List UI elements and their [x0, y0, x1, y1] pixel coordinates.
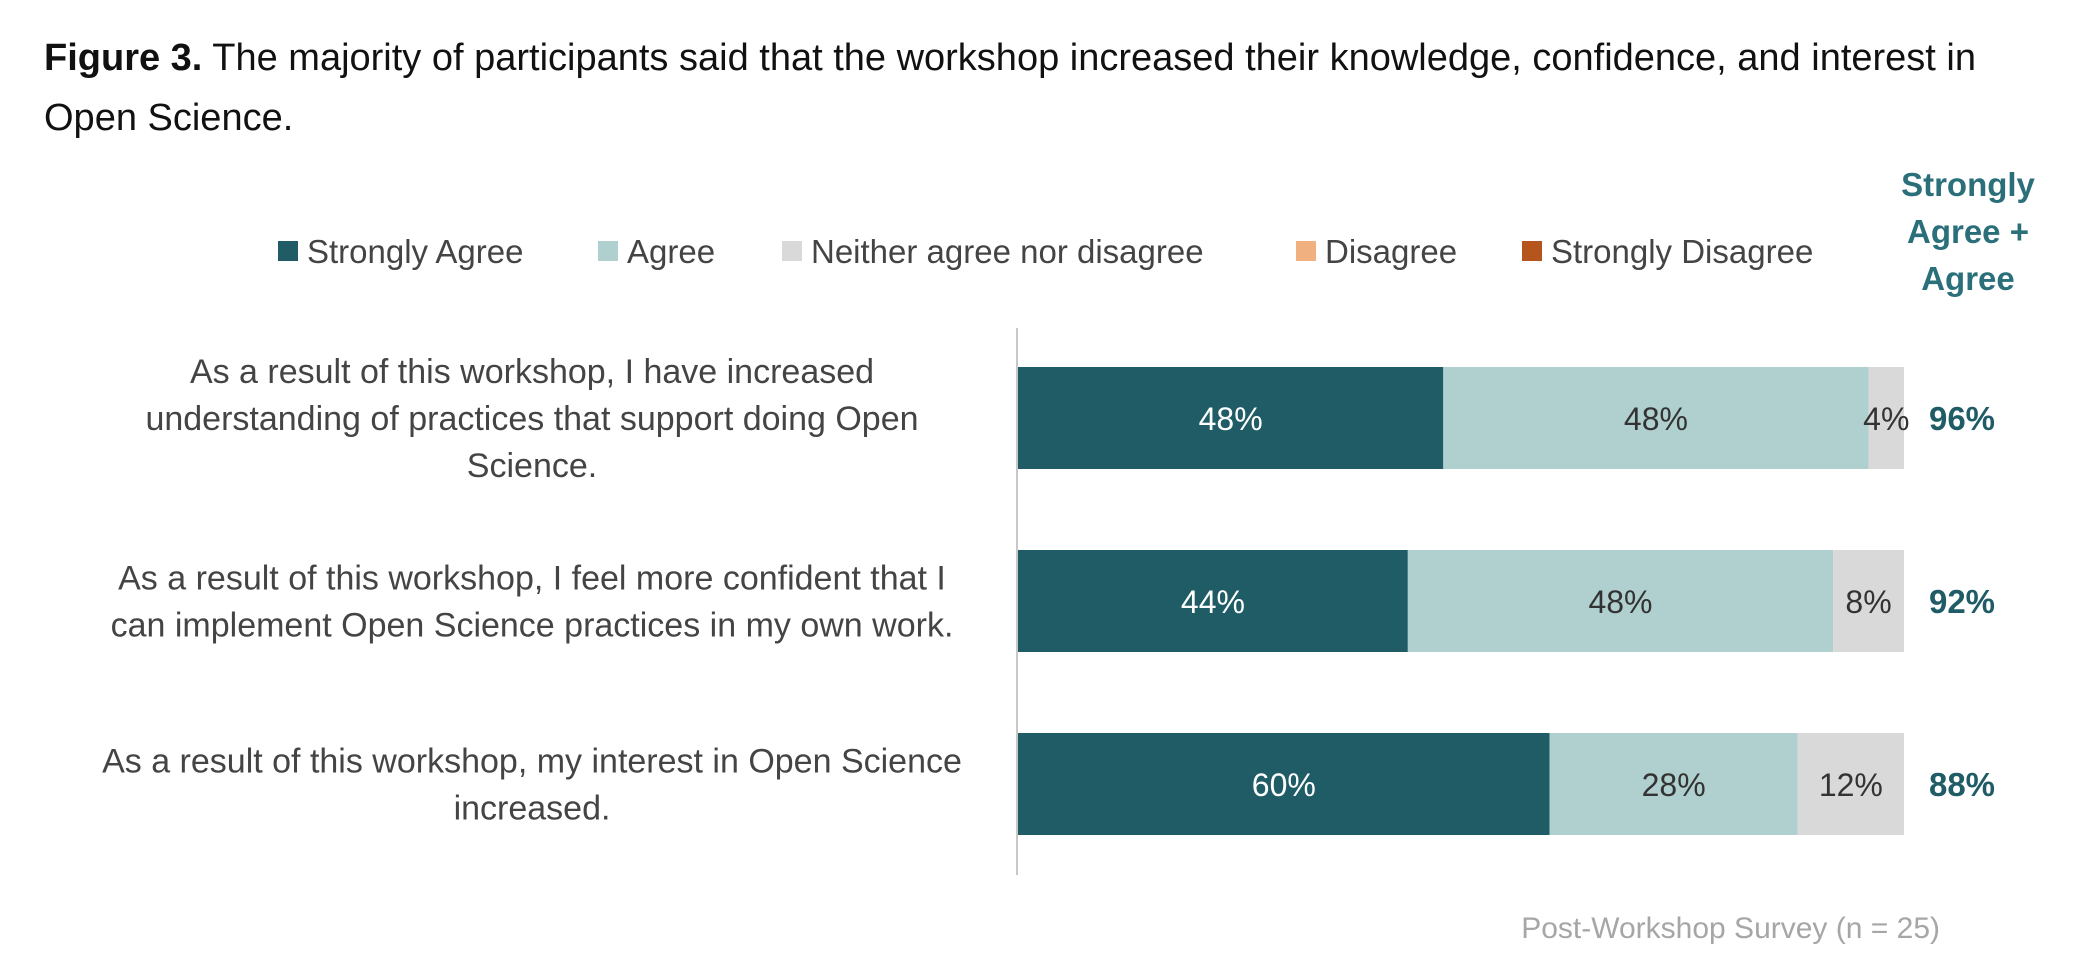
- legend-item: Agree: [598, 233, 715, 270]
- bar-segment: [1018, 733, 1550, 835]
- legend-swatch: [598, 241, 618, 261]
- total-label: 96%: [1929, 400, 1995, 437]
- category-labels: As a result of this workshop, I have inc…: [102, 353, 962, 828]
- legend-label: Disagree: [1325, 233, 1457, 270]
- legend-swatch: [1296, 241, 1316, 261]
- total-label: 88%: [1929, 766, 1995, 803]
- bar-segment: [1407, 550, 1834, 652]
- legend-label: Neither agree nor disagree: [811, 233, 1204, 270]
- figure-caption-text: The majority of participants said that t…: [44, 37, 1976, 139]
- bar-segment: [1443, 367, 1869, 469]
- segment-label: 44%: [1181, 584, 1245, 620]
- segment-label: 4%: [1863, 401, 1909, 437]
- figure-number: Figure 3.: [44, 37, 203, 79]
- category-label-line: can implement Open Science practices in …: [111, 607, 954, 645]
- category-label-line: increased.: [454, 790, 611, 828]
- category-label: As a result of this workshop, I have inc…: [145, 353, 918, 485]
- segment-labels: 48% 48% 4% 44% 48% 8% 60% 28% 12%: [1181, 401, 1910, 803]
- category-label-line: understanding of practices that support …: [145, 400, 918, 438]
- legend-item: Strongly Disagree: [1522, 233, 1813, 270]
- totals-header: Strongly Agree + Agree: [1901, 166, 2035, 297]
- total-label: 92%: [1929, 583, 1995, 620]
- category-label: As a result of this workshop, my interes…: [102, 743, 962, 828]
- legend-label: Strongly Agree: [307, 233, 523, 270]
- legend-label: Agree: [627, 233, 715, 270]
- segment-label: 60%: [1252, 767, 1316, 803]
- figure-caption: Figure 3. The majority of participants s…: [44, 28, 2034, 148]
- category-label-line: As a result of this workshop, my interes…: [102, 743, 962, 781]
- category-label: As a result of this workshop, I feel mor…: [111, 560, 954, 645]
- legend-label: Strongly Disagree: [1551, 233, 1813, 270]
- bar-segment: [1018, 367, 1444, 469]
- totals-header-line: Strongly: [1901, 166, 2035, 203]
- segment-label: 48%: [1624, 401, 1688, 437]
- segment-label: 28%: [1642, 767, 1706, 803]
- bar-segment: [1868, 367, 1904, 469]
- legend-swatch: [278, 241, 298, 261]
- legend-swatch: [1522, 241, 1542, 261]
- category-label-line: As a result of this workshop, I feel mor…: [118, 560, 946, 598]
- category-label-line: Science.: [467, 447, 597, 485]
- segment-label: 12%: [1819, 767, 1883, 803]
- source-note: Post-Workshop Survey (n = 25): [1521, 912, 1940, 945]
- legend-swatch: [782, 241, 802, 261]
- segment-label: 48%: [1199, 401, 1263, 437]
- category-label-line: As a result of this workshop, I have inc…: [190, 353, 874, 391]
- bar-segment: [1797, 733, 1904, 835]
- bar-segment: [1833, 550, 1904, 652]
- bar-segment: [1018, 550, 1408, 652]
- chart-legend: Strongly Agree Agree Neither agree nor dis…: [278, 233, 1813, 270]
- legend-item: Strongly Agree: [278, 233, 523, 270]
- segment-label: 8%: [1845, 584, 1891, 620]
- totals-header-line: Agree +: [1907, 213, 2029, 250]
- segment-label: 48%: [1588, 584, 1652, 620]
- total-labels: 96% 92% 88%: [1929, 400, 1995, 803]
- legend-item: Disagree: [1296, 233, 1457, 270]
- totals-header-line: Agree: [1921, 260, 2015, 297]
- bar-segments: [1018, 367, 1904, 835]
- legend-item: Neither agree nor disagree: [782, 233, 1204, 270]
- bar-segment: [1549, 733, 1798, 835]
